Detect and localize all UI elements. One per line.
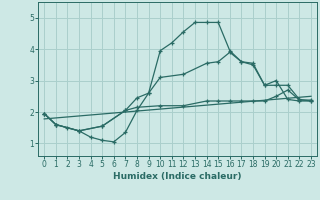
X-axis label: Humidex (Indice chaleur): Humidex (Indice chaleur)	[113, 172, 242, 181]
